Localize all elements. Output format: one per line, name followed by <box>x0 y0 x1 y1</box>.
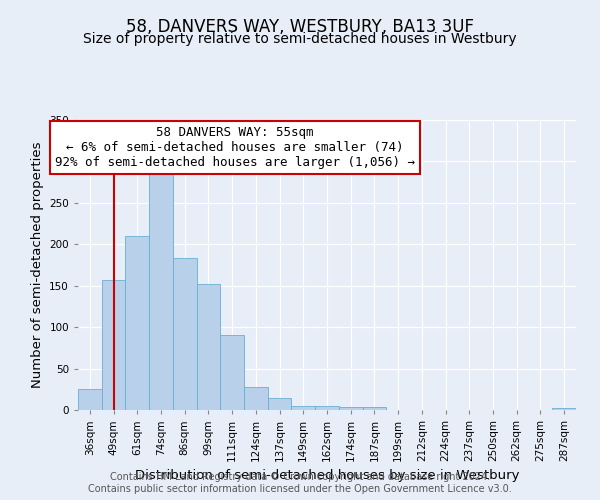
X-axis label: Distribution of semi-detached houses by size in Westbury: Distribution of semi-detached houses by … <box>135 470 519 482</box>
Bar <box>102 280 125 410</box>
Bar <box>173 258 197 410</box>
Bar <box>244 387 268 410</box>
Bar <box>125 236 149 410</box>
Bar <box>552 408 576 410</box>
Bar <box>362 406 386 410</box>
Bar <box>292 406 315 410</box>
Text: Contains public sector information licensed under the Open Government Licence v3: Contains public sector information licen… <box>88 484 512 494</box>
Bar <box>339 406 362 410</box>
Bar <box>220 334 244 410</box>
Bar <box>78 390 102 410</box>
Text: Contains HM Land Registry data © Crown copyright and database right 2024.: Contains HM Land Registry data © Crown c… <box>110 472 490 482</box>
Bar <box>315 406 339 410</box>
Text: 58, DANVERS WAY, WESTBURY, BA13 3UF: 58, DANVERS WAY, WESTBURY, BA13 3UF <box>126 18 474 36</box>
Bar <box>149 174 173 410</box>
Text: Size of property relative to semi-detached houses in Westbury: Size of property relative to semi-detach… <box>83 32 517 46</box>
Text: 58 DANVERS WAY: 55sqm
← 6% of semi-detached houses are smaller (74)
92% of semi-: 58 DANVERS WAY: 55sqm ← 6% of semi-detac… <box>55 126 415 169</box>
Bar <box>197 284 220 410</box>
Bar <box>268 398 292 410</box>
Y-axis label: Number of semi-detached properties: Number of semi-detached properties <box>31 142 44 388</box>
